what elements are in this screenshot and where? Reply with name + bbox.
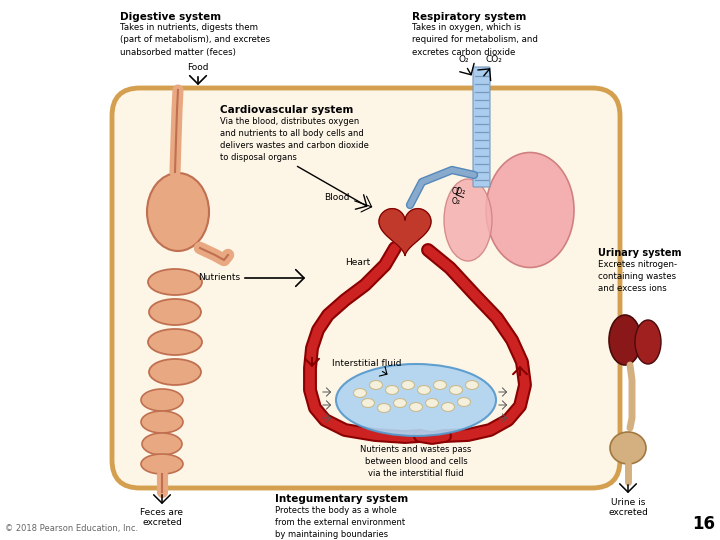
Ellipse shape bbox=[635, 320, 661, 364]
Ellipse shape bbox=[148, 269, 202, 295]
Ellipse shape bbox=[369, 381, 382, 389]
Ellipse shape bbox=[610, 432, 646, 464]
Text: Nutrients: Nutrients bbox=[198, 273, 240, 282]
Ellipse shape bbox=[141, 389, 183, 411]
Ellipse shape bbox=[402, 381, 415, 389]
Text: Takes in nutrients, digests them
(part of metabolism), and excretes
unabsorbed m: Takes in nutrients, digests them (part o… bbox=[120, 23, 270, 57]
FancyBboxPatch shape bbox=[112, 88, 620, 488]
Text: © 2018 Pearson Education, Inc.: © 2018 Pearson Education, Inc. bbox=[5, 524, 138, 533]
Ellipse shape bbox=[141, 411, 183, 433]
Text: Cardiovascular system: Cardiovascular system bbox=[220, 105, 354, 115]
Ellipse shape bbox=[149, 359, 201, 385]
Ellipse shape bbox=[142, 433, 182, 455]
Ellipse shape bbox=[433, 381, 446, 389]
Text: Integumentary system: Integumentary system bbox=[275, 494, 408, 504]
Text: Takes in oxygen, which is
required for metabolism, and
excretes carbon dioxide: Takes in oxygen, which is required for m… bbox=[412, 23, 538, 57]
Text: Respiratory system: Respiratory system bbox=[412, 12, 526, 22]
Text: 16: 16 bbox=[692, 515, 715, 533]
Polygon shape bbox=[379, 208, 431, 255]
Ellipse shape bbox=[354, 388, 366, 397]
Text: Protects the body as a whole
from the external environment
by maintaining bounda: Protects the body as a whole from the ex… bbox=[275, 506, 405, 538]
Text: Heart: Heart bbox=[346, 258, 371, 267]
Text: Interstitial fluid: Interstitial fluid bbox=[332, 359, 402, 368]
Text: Urine is
excreted: Urine is excreted bbox=[608, 498, 648, 517]
Text: Feces are
excreted: Feces are excreted bbox=[140, 508, 184, 528]
Ellipse shape bbox=[444, 179, 492, 261]
Ellipse shape bbox=[394, 399, 407, 408]
Ellipse shape bbox=[410, 402, 423, 411]
Text: O₂: O₂ bbox=[452, 198, 461, 206]
Text: Urinary system: Urinary system bbox=[598, 248, 682, 258]
Ellipse shape bbox=[385, 386, 398, 395]
Text: CO₂: CO₂ bbox=[485, 55, 503, 64]
Ellipse shape bbox=[418, 386, 431, 395]
Ellipse shape bbox=[486, 152, 574, 267]
Ellipse shape bbox=[141, 454, 183, 474]
Ellipse shape bbox=[449, 386, 462, 395]
Ellipse shape bbox=[336, 364, 496, 436]
Text: Digestive system: Digestive system bbox=[120, 12, 221, 22]
Ellipse shape bbox=[361, 399, 374, 408]
Ellipse shape bbox=[609, 315, 641, 365]
Ellipse shape bbox=[377, 403, 390, 413]
FancyBboxPatch shape bbox=[473, 67, 490, 187]
Text: CO₂: CO₂ bbox=[452, 187, 467, 197]
Text: Nutrients and wastes pass
between blood and cells
via the interstitial fluid: Nutrients and wastes pass between blood … bbox=[360, 445, 472, 477]
Text: Food: Food bbox=[187, 63, 209, 72]
Ellipse shape bbox=[466, 381, 479, 389]
Ellipse shape bbox=[147, 173, 209, 251]
Text: O₂: O₂ bbox=[459, 55, 469, 64]
Ellipse shape bbox=[149, 299, 201, 325]
Text: Excretes nitrogen-
containing wastes
and excess ions: Excretes nitrogen- containing wastes and… bbox=[598, 260, 677, 293]
Ellipse shape bbox=[148, 329, 202, 355]
Ellipse shape bbox=[441, 402, 454, 411]
Ellipse shape bbox=[426, 399, 438, 408]
Text: Via the blood, distributes oxygen
and nutrients to all body cells and
delivers w: Via the blood, distributes oxygen and nu… bbox=[220, 117, 369, 163]
Text: Blood: Blood bbox=[325, 193, 350, 202]
Ellipse shape bbox=[457, 397, 470, 407]
